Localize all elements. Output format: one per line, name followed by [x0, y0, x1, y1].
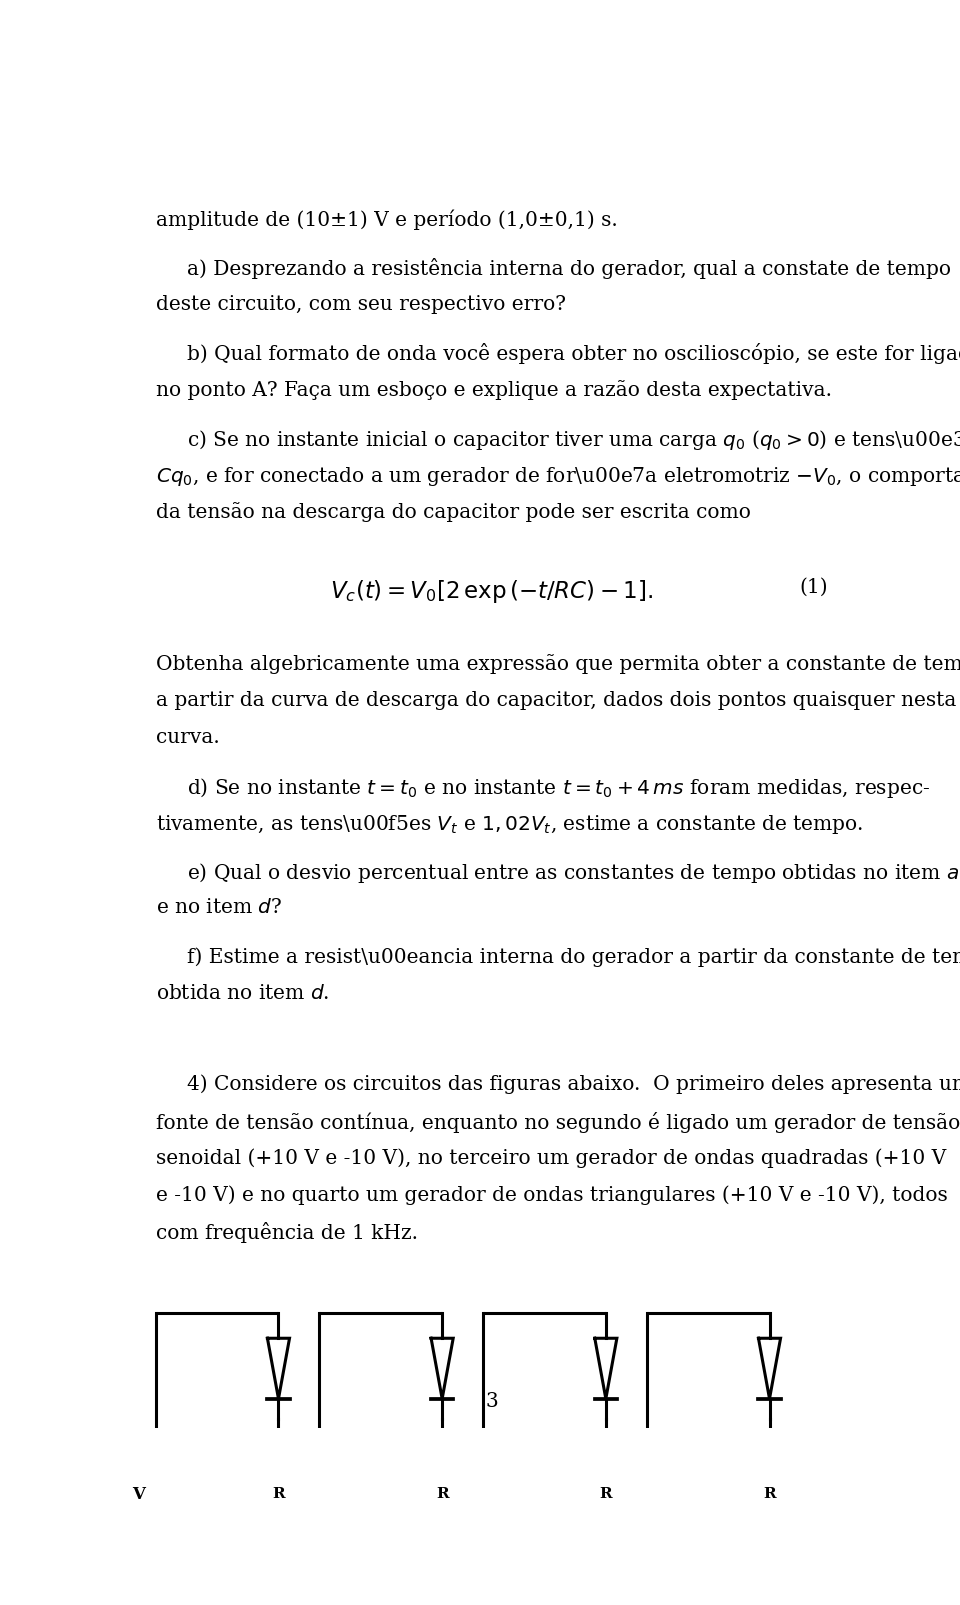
Text: fonte de tensão contínua, enquanto no segundo é ligado um gerador de tensão: fonte de tensão contínua, enquanto no se…: [156, 1112, 960, 1133]
Text: R: R: [272, 1486, 285, 1501]
Text: e) Qual o desvio percentual entre as constantes de tempo obtidas no item $a$: e) Qual o desvio percentual entre as con…: [187, 862, 959, 886]
Text: R: R: [763, 1486, 776, 1501]
Text: amplitude de (10±1) V e período (1,0±0,1) s.: amplitude de (10±1) V e período (1,0±0,1…: [156, 209, 617, 230]
Text: Obtenha algebricamente uma expressão que permita obter a constante de tempo: Obtenha algebricamente uma expressão que…: [156, 653, 960, 674]
Text: 3: 3: [486, 1392, 498, 1411]
Bar: [434, 1446, 451, 1541]
Text: e -10 V) e no quarto um gerador de ondas triangulares (+10 V e -10 V), todos: e -10 V) e no quarto um gerador de ondas…: [156, 1186, 948, 1205]
Text: no ponto A? Faça um esboço e explique a razão desta expectativa.: no ponto A? Faça um esboço e explique a …: [156, 380, 831, 400]
Text: (1): (1): [800, 578, 828, 597]
Text: $V_c(t) = V_0\left[2\,\exp\left(-t/RC\right)-1\right].$: $V_c(t) = V_0\left[2\,\exp\left(-t/RC\ri…: [330, 578, 654, 605]
Text: tivamente, as tens\u00f5es $V_t$ e $1,02V_t$, estime a constante de tempo.: tivamente, as tens\u00f5es $V_t$ e $1,02…: [156, 814, 863, 836]
Text: curva.: curva.: [156, 727, 220, 746]
Text: $Cq_0$, e for conectado a um gerador de for\u00e7a eletromotriz $-V_0$, o compor: $Cq_0$, e for conectado a um gerador de …: [156, 465, 960, 488]
Text: b) Qual formato de onda você espera obter no oscilioscópio, se este for ligado: b) Qual formato de onda você espera obte…: [187, 343, 960, 364]
Text: da tensão na descarga do capacitor pode ser escrita como: da tensão na descarga do capacitor pode …: [156, 502, 751, 522]
Text: a partir da curva de descarga do capacitor, dados dois pontos quaisquer nesta: a partir da curva de descarga do capacit…: [156, 690, 956, 709]
Text: c) Se no instante inicial o capacitor tiver uma carga $q_0$ ($q_0 > 0$) e tens\u: c) Se no instante inicial o capacitor ti…: [187, 429, 960, 453]
Text: 4) Considere os circuitos das figuras abaixo.  O primeiro deles apresenta uma: 4) Considere os circuitos das figuras ab…: [187, 1075, 960, 1095]
Text: deste circuito, com seu respectivo erro?: deste circuito, com seu respectivo erro?: [156, 295, 565, 313]
Text: R: R: [436, 1486, 448, 1501]
Text: V: V: [132, 1486, 145, 1502]
Text: com frequência de 1 kHz.: com frequência de 1 kHz.: [156, 1223, 418, 1244]
Text: a) Desprezando a resistência interna do gerador, qual a constate de tempo: a) Desprezando a resistência interna do …: [187, 258, 951, 279]
Text: senoidal (+10 V e -10 V), no terceiro um gerador de ondas quadradas (+10 V: senoidal (+10 V e -10 V), no terceiro um…: [156, 1149, 946, 1168]
Text: d) Se no instante $t = t_0$ e no instante $t = t_0 + 4\,ms$ foram medidas, respe: d) Se no instante $t = t_0$ e no instant…: [187, 777, 930, 801]
Bar: [597, 1446, 614, 1541]
Text: e no item $d$?: e no item $d$?: [156, 899, 282, 918]
Text: f) Estime a resist\u00eancia interna do gerador a partir da constante de tempo: f) Estime a resist\u00eancia interna do …: [187, 947, 960, 966]
Text: obtida no item $d$.: obtida no item $d$.: [156, 984, 329, 1003]
Bar: [270, 1446, 287, 1541]
Text: R: R: [599, 1486, 612, 1501]
Bar: [761, 1446, 779, 1541]
